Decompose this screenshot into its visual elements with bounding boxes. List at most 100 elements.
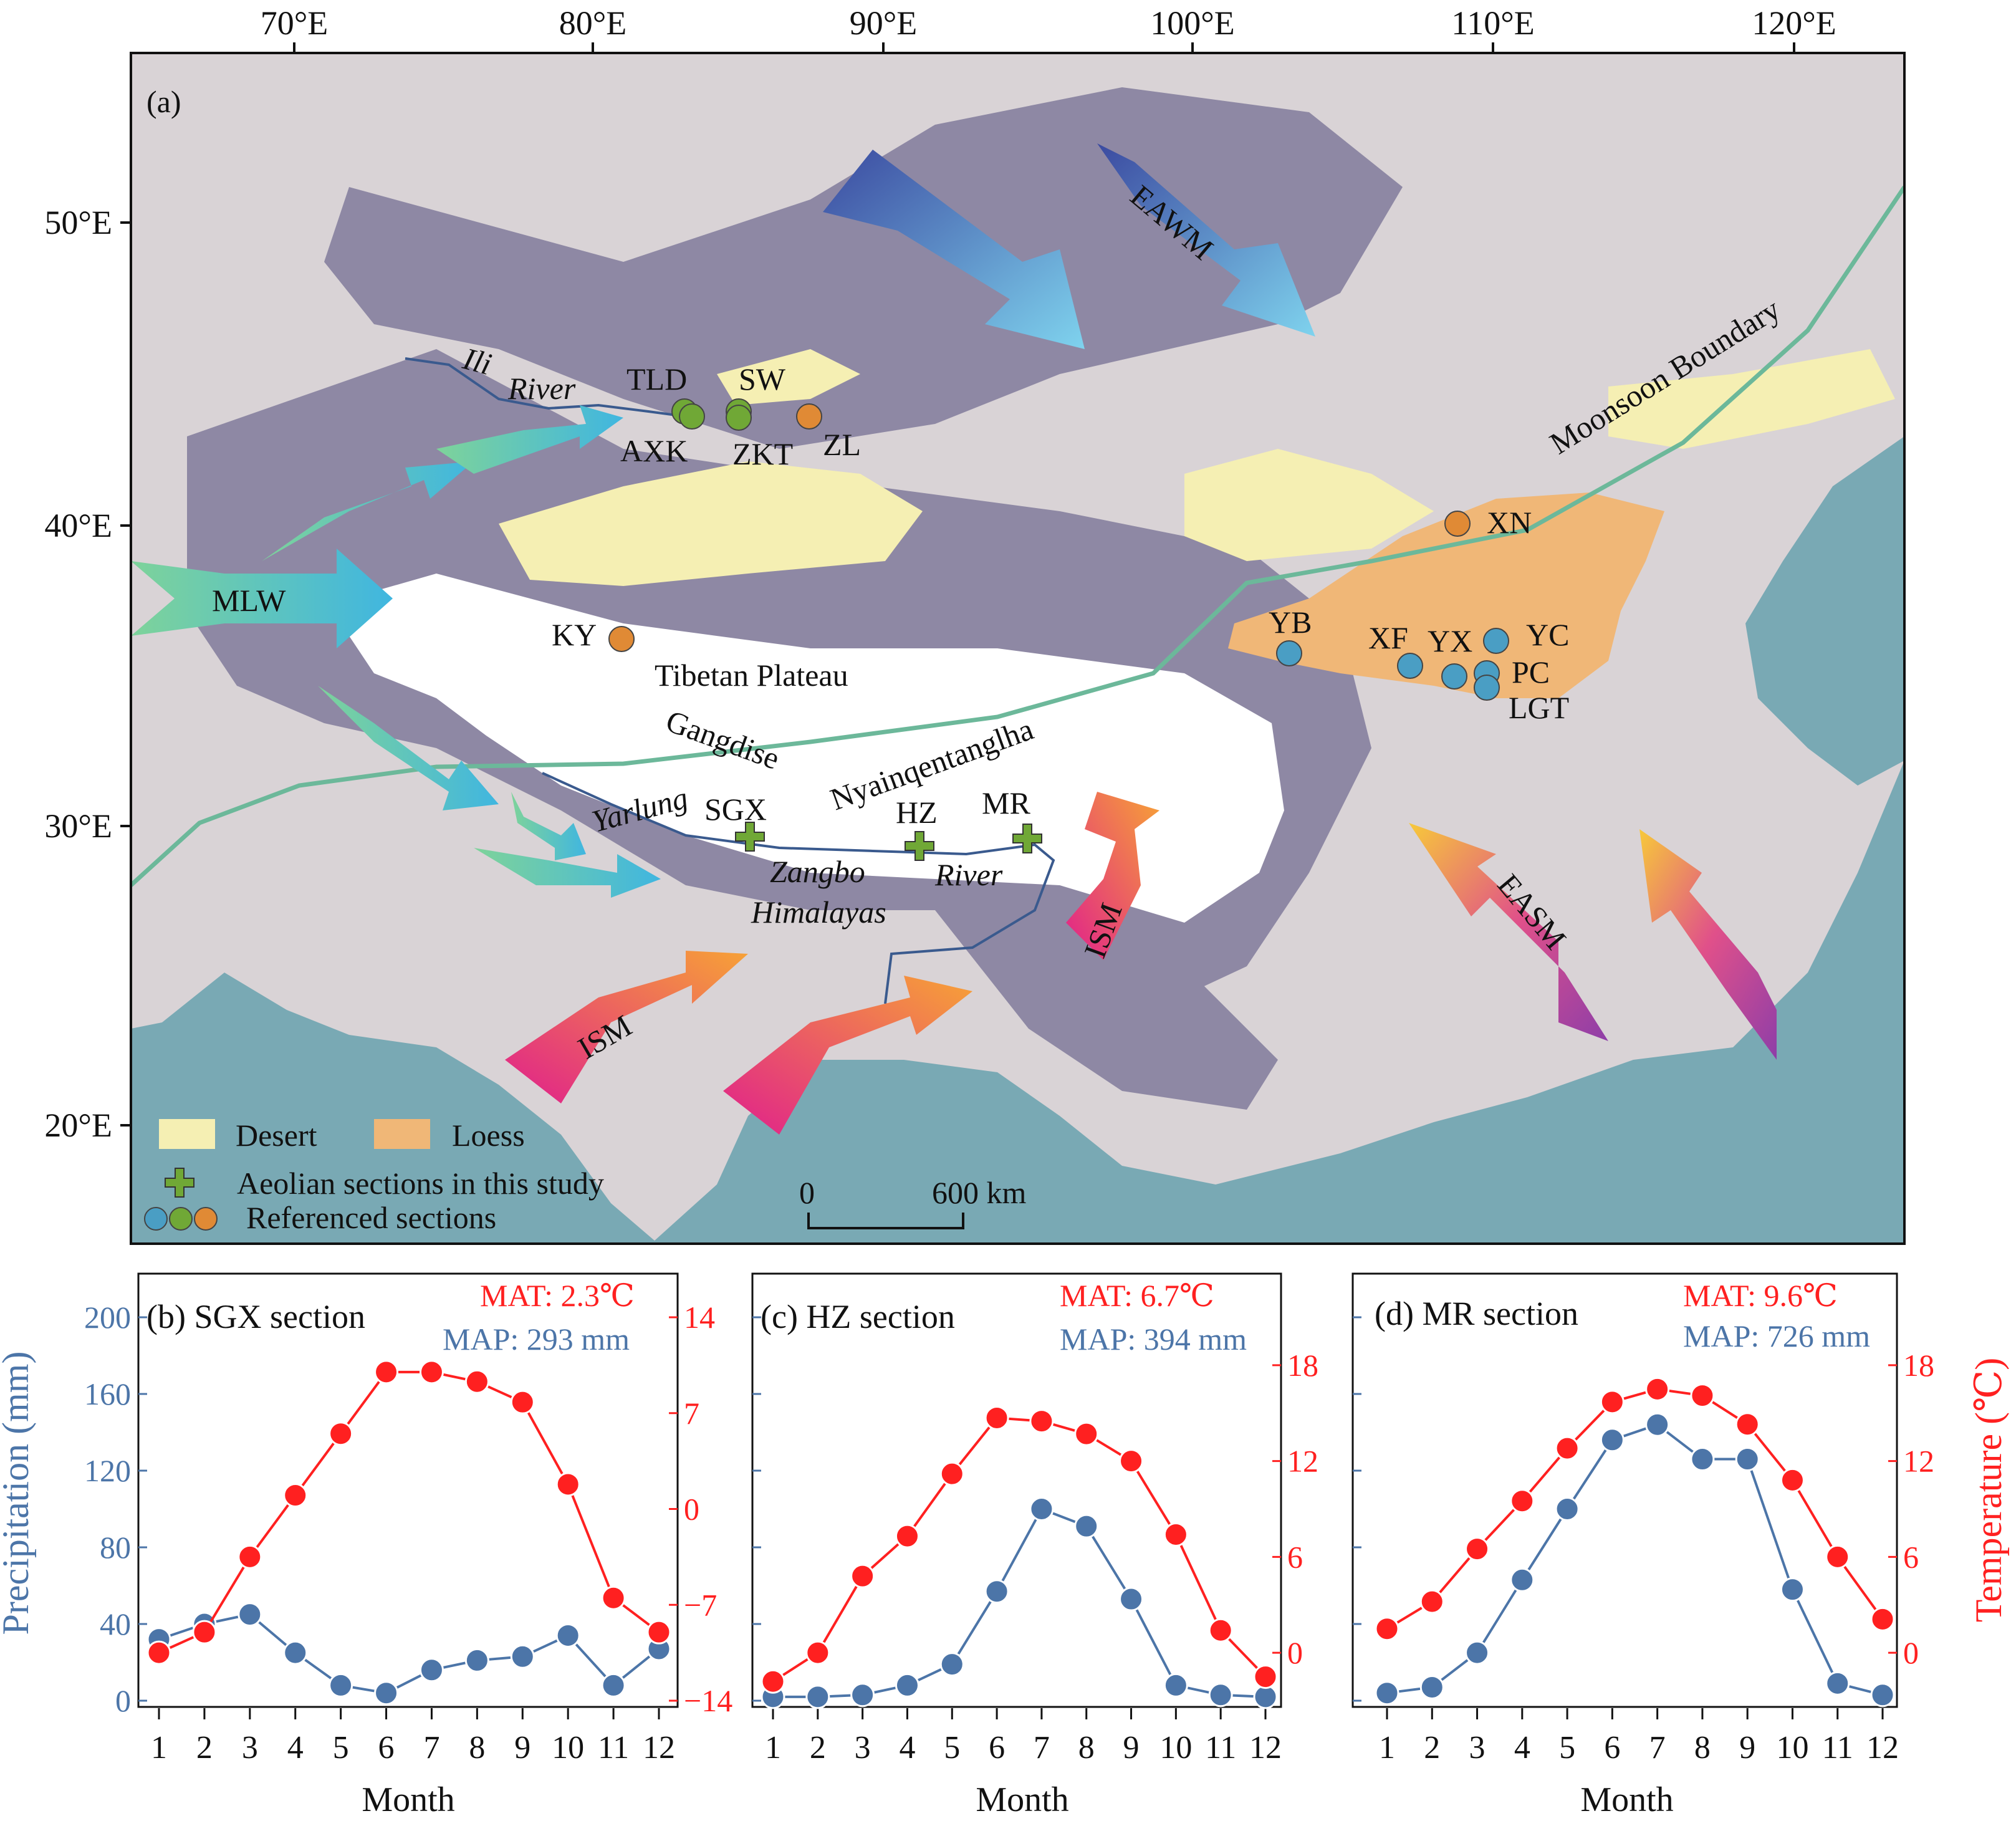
lon-tick-label: 70°E bbox=[261, 4, 329, 42]
ylabel-precipitation: Precipitation (mm) bbox=[0, 1352, 36, 1635]
desert-junggar bbox=[717, 349, 860, 405]
x-axis-tick-label: 10 bbox=[1776, 1730, 1808, 1766]
x-axis-tick-label: 8 bbox=[1694, 1730, 1711, 1766]
climate-panels: (b) SGX section MAT: 2.3℃ MAP: 293 mm 0 4… bbox=[0, 1272, 2009, 1819]
panel-d-mat: MAT: 9.6℃ bbox=[1683, 1278, 1838, 1313]
temperature-line bbox=[772, 1416, 1267, 1683]
scale-zero-label: 0 bbox=[799, 1175, 815, 1210]
ism-arrow-middle bbox=[723, 976, 972, 1135]
site-xf-marker bbox=[1397, 653, 1423, 679]
temperature-point bbox=[329, 1421, 353, 1446]
x-axis-tick-label: 7 bbox=[423, 1730, 439, 1766]
right-axis-tick-label: 6 bbox=[1903, 1539, 1919, 1574]
precipitation-point bbox=[1253, 1684, 1278, 1709]
temperature-point bbox=[850, 1564, 875, 1588]
temperature-point bbox=[238, 1544, 262, 1569]
x-axis-tick-label: 2 bbox=[196, 1730, 213, 1766]
temperature-line bbox=[158, 1370, 660, 1654]
right-axis-tick-label: 0 bbox=[1287, 1635, 1303, 1670]
temperature-point bbox=[1465, 1537, 1490, 1562]
precipitation-point bbox=[1645, 1412, 1670, 1437]
right-axis-tick-label: 12 bbox=[1287, 1444, 1318, 1479]
lon-tick-label: 110°E bbox=[1451, 4, 1535, 42]
tibetan-plateau-area bbox=[349, 574, 1284, 923]
legend-cross-icon bbox=[165, 1168, 194, 1198]
mlw-arrow-3 bbox=[318, 686, 499, 810]
panel-b-frame bbox=[137, 1272, 679, 1708]
precipitation-line bbox=[158, 1613, 660, 1694]
panel-d-frame bbox=[1351, 1272, 1898, 1708]
legend-referenced-label: Referenced sections bbox=[246, 1200, 496, 1235]
x-axis-tick-label: 1 bbox=[1379, 1730, 1395, 1766]
mlw-arrows bbox=[131, 405, 661, 898]
site-xn-marker bbox=[1444, 511, 1471, 537]
precipitation-point bbox=[283, 1640, 308, 1665]
temperature-point bbox=[1253, 1665, 1278, 1689]
precipitation-point bbox=[1825, 1671, 1850, 1696]
temperature-point bbox=[1645, 1377, 1670, 1401]
legend-loess-swatch bbox=[374, 1119, 430, 1149]
easm-arrow-east bbox=[1639, 829, 1777, 1060]
x-axis-tick-label: 5 bbox=[944, 1730, 960, 1766]
label-site-yc: YC bbox=[1526, 617, 1569, 652]
x-axis-tick-label: 3 bbox=[1469, 1730, 1486, 1766]
right-axis-tick-label: 7 bbox=[684, 1396, 699, 1431]
temperature-point bbox=[1690, 1383, 1715, 1408]
right-axis-tick-label: 0 bbox=[684, 1492, 699, 1527]
site-sgx-marker bbox=[735, 822, 765, 852]
lon-tick-label: 120°E bbox=[1752, 4, 1836, 42]
site-yx-marker bbox=[1441, 663, 1467, 689]
temperature-point bbox=[1600, 1390, 1625, 1415]
precipitation-point bbox=[1555, 1497, 1580, 1521]
loess-plateau-area bbox=[1228, 492, 1664, 698]
x-axis-tick-label: 10 bbox=[552, 1730, 584, 1766]
lat-tick-label: 30°E bbox=[44, 807, 112, 845]
precipitation-point bbox=[1735, 1447, 1760, 1472]
mlw-arrow-1 bbox=[262, 461, 474, 561]
temperature-point bbox=[1510, 1489, 1535, 1514]
x-axis-tick-label: 8 bbox=[1078, 1730, 1095, 1766]
x-axis-tick-label: 10 bbox=[1159, 1730, 1192, 1766]
x-axis-tick-label: 4 bbox=[899, 1730, 915, 1766]
mlw-arrow-main bbox=[131, 549, 393, 648]
temperature-point bbox=[1163, 1522, 1188, 1547]
temperature-point bbox=[805, 1640, 830, 1665]
panel-b-title: (b) SGX section bbox=[146, 1298, 365, 1335]
panel-c-title: (c) HZ section bbox=[761, 1298, 955, 1335]
precipitation-point bbox=[1163, 1673, 1188, 1698]
temperature-point bbox=[555, 1472, 580, 1497]
temperature-point bbox=[1780, 1468, 1805, 1492]
precipitation-point bbox=[1690, 1447, 1715, 1472]
x-axis-tick-label: 2 bbox=[810, 1730, 826, 1766]
monsoon-boundary-line bbox=[131, 186, 1904, 887]
precipitation-point bbox=[1119, 1587, 1144, 1612]
x-axis-tick-label: 3 bbox=[242, 1730, 258, 1766]
temperature-point bbox=[761, 1669, 785, 1694]
legend-blue-circle-icon bbox=[144, 1207, 168, 1231]
x-axis-tick-label: 11 bbox=[1822, 1730, 1853, 1766]
panel-d-map: MAP: 726 mm bbox=[1683, 1319, 1870, 1353]
x-axis-tick-label: 9 bbox=[1123, 1730, 1140, 1766]
sea-area bbox=[1745, 436, 1904, 786]
temperature-point bbox=[1555, 1436, 1580, 1461]
mlw-arrow-2 bbox=[436, 405, 623, 474]
left-axis-tick-label: 200 bbox=[84, 1300, 131, 1335]
right-axis-tick-label: −7 bbox=[684, 1587, 717, 1622]
right-axis-tick-label: 14 bbox=[684, 1300, 715, 1335]
precipitation-point bbox=[419, 1658, 444, 1683]
label-tibetan-plateau: Tibetan Plateau bbox=[655, 658, 848, 693]
eawm-arrows bbox=[823, 143, 1315, 349]
label-site-mr: MR bbox=[982, 786, 1030, 820]
x-axis-tick-label: 9 bbox=[514, 1730, 530, 1766]
precipitation-point bbox=[1510, 1567, 1535, 1592]
temperature-line bbox=[1386, 1388, 1884, 1630]
temperature-point bbox=[510, 1390, 535, 1415]
x-axis-tick-label: 12 bbox=[1249, 1730, 1282, 1766]
panel-a-label: (a) bbox=[146, 84, 181, 119]
right-axis-tick-label: 18 bbox=[1287, 1348, 1318, 1383]
precipitation-point bbox=[1208, 1683, 1233, 1708]
x-axis-tick-label: 6 bbox=[1604, 1730, 1620, 1766]
temperature-point bbox=[1375, 1617, 1399, 1641]
label-site-yx: YX bbox=[1428, 623, 1472, 658]
